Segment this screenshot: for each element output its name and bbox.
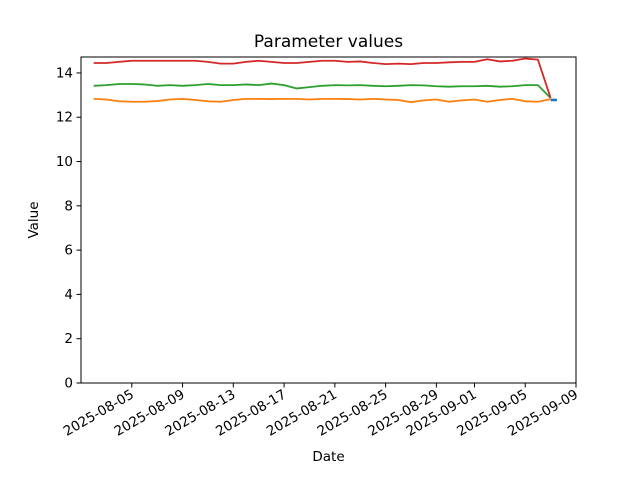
series-orange-line — [93, 97, 551, 104]
y-tick-label: 4 — [64, 287, 73, 303]
chart-title: Parameter values — [254, 32, 403, 52]
y-tick-label: 10 — [56, 154, 73, 170]
axes-border — [80, 56, 577, 384]
y-tick-label: 14 — [56, 65, 73, 81]
x-axis-label: Date — [312, 449, 344, 465]
y-tick-label: 2 — [64, 331, 73, 347]
y-tick-label: 6 — [64, 243, 73, 259]
y-tick-label: 12 — [56, 110, 73, 126]
y-tick-label: 0 — [64, 376, 73, 392]
series-green-line — [93, 82, 552, 99]
y-axis-label: Value — [26, 201, 42, 238]
plot-area: 024681012142025-08-052025-08-092025-08-1… — [56, 56, 581, 440]
series-red-line — [93, 57, 552, 99]
y-tick-label: 8 — [64, 198, 73, 214]
